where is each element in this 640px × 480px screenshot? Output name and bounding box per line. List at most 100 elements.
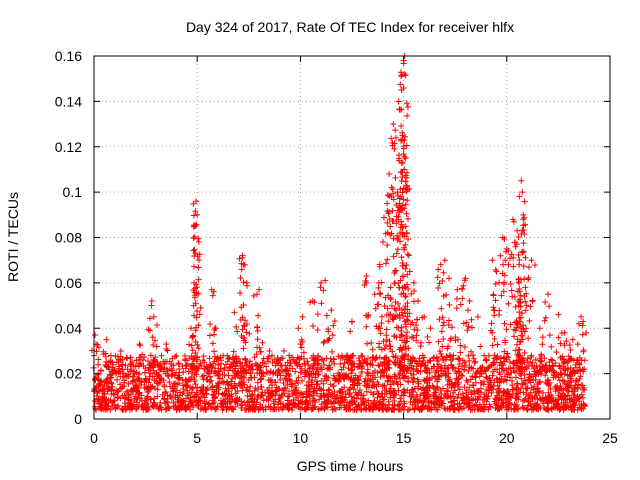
data-point bbox=[405, 286, 412, 293]
data-point bbox=[150, 313, 157, 320]
data-point bbox=[186, 341, 193, 348]
baseline-point bbox=[213, 388, 220, 395]
data-point bbox=[398, 72, 405, 79]
baseline-point bbox=[396, 371, 403, 378]
data-point bbox=[190, 222, 197, 229]
baseline-point bbox=[489, 372, 496, 379]
baseline-point bbox=[527, 389, 534, 396]
baseline-point bbox=[269, 382, 276, 389]
baseline-point bbox=[299, 377, 306, 384]
data-point bbox=[392, 174, 399, 181]
data-point bbox=[505, 261, 512, 268]
data-point bbox=[298, 344, 305, 351]
baseline-point bbox=[279, 387, 286, 394]
data-point bbox=[509, 293, 516, 300]
baseline-point bbox=[324, 390, 331, 397]
data-point bbox=[492, 297, 499, 304]
data-point bbox=[435, 284, 442, 291]
data-point bbox=[381, 345, 388, 352]
baseline-point bbox=[354, 403, 361, 410]
data-point bbox=[146, 315, 153, 322]
baseline-point bbox=[521, 397, 528, 404]
data-point bbox=[380, 214, 387, 221]
baseline-point bbox=[459, 357, 466, 364]
baseline-point bbox=[133, 405, 140, 412]
data-point bbox=[240, 279, 247, 286]
baseline-point bbox=[128, 404, 135, 411]
baseline-point bbox=[470, 395, 477, 402]
baseline-point bbox=[200, 387, 207, 394]
baseline-point bbox=[486, 403, 493, 410]
baseline-point bbox=[151, 377, 158, 384]
baseline-point bbox=[456, 368, 463, 375]
data-point bbox=[389, 348, 396, 355]
baseline-point bbox=[432, 395, 439, 402]
y-tick-label: 0.1 bbox=[63, 184, 83, 200]
baseline-point bbox=[221, 365, 228, 372]
data-point bbox=[398, 331, 405, 338]
baseline-point bbox=[559, 353, 566, 360]
data-point bbox=[401, 133, 408, 140]
baseline-point bbox=[339, 389, 346, 396]
baseline-point bbox=[183, 377, 190, 384]
data-point bbox=[195, 276, 202, 283]
data-point bbox=[254, 366, 261, 373]
baseline-point bbox=[495, 405, 502, 412]
baseline-point bbox=[249, 391, 256, 398]
baseline-point bbox=[220, 391, 227, 398]
data-point bbox=[525, 335, 532, 342]
baseline-point bbox=[108, 370, 115, 377]
baseline-point bbox=[166, 379, 173, 386]
baseline-point bbox=[505, 387, 512, 394]
data-point bbox=[206, 332, 213, 339]
baseline-point bbox=[408, 393, 415, 400]
baseline-point bbox=[552, 388, 559, 395]
data-point bbox=[230, 348, 237, 355]
data-point bbox=[446, 317, 453, 324]
baseline-point bbox=[248, 392, 255, 399]
data-point bbox=[515, 251, 522, 258]
data-point bbox=[383, 354, 390, 361]
baseline-point bbox=[100, 394, 107, 401]
data-point bbox=[133, 369, 140, 376]
baseline-point bbox=[251, 374, 258, 381]
baseline-point bbox=[476, 401, 483, 408]
data-point bbox=[386, 343, 393, 350]
baseline-point bbox=[386, 358, 393, 365]
data-point bbox=[440, 319, 447, 326]
baseline-point bbox=[492, 395, 499, 402]
baseline-point bbox=[494, 406, 501, 413]
x-tick-label: 15 bbox=[396, 430, 412, 446]
baseline-point bbox=[548, 398, 555, 405]
baseline-point bbox=[437, 364, 444, 371]
baseline-point bbox=[245, 376, 252, 383]
data-point bbox=[520, 263, 527, 270]
data-point bbox=[396, 106, 403, 113]
baseline-point bbox=[138, 392, 145, 399]
data-point bbox=[391, 332, 398, 339]
baseline-point bbox=[455, 365, 462, 372]
baseline-point bbox=[231, 372, 238, 379]
data-point bbox=[528, 354, 535, 361]
baseline-point bbox=[569, 403, 576, 410]
baseline-point bbox=[352, 389, 359, 396]
baseline-point bbox=[459, 372, 466, 379]
baseline-point bbox=[288, 406, 295, 413]
data-point bbox=[238, 266, 245, 273]
data-point bbox=[257, 364, 264, 371]
baseline-point bbox=[329, 390, 336, 397]
baseline-point bbox=[387, 381, 394, 388]
data-point bbox=[529, 297, 536, 304]
data-points bbox=[88, 53, 590, 413]
baseline-point bbox=[133, 388, 140, 395]
baseline-point bbox=[199, 383, 206, 390]
baseline-point bbox=[267, 406, 274, 413]
data-point bbox=[457, 342, 464, 349]
baseline-point bbox=[105, 403, 112, 410]
baseline-point bbox=[284, 359, 291, 366]
baseline-point bbox=[251, 354, 258, 361]
baseline-point bbox=[95, 356, 102, 363]
data-point bbox=[496, 279, 503, 286]
baseline-point bbox=[130, 373, 137, 380]
baseline-point bbox=[203, 390, 210, 397]
